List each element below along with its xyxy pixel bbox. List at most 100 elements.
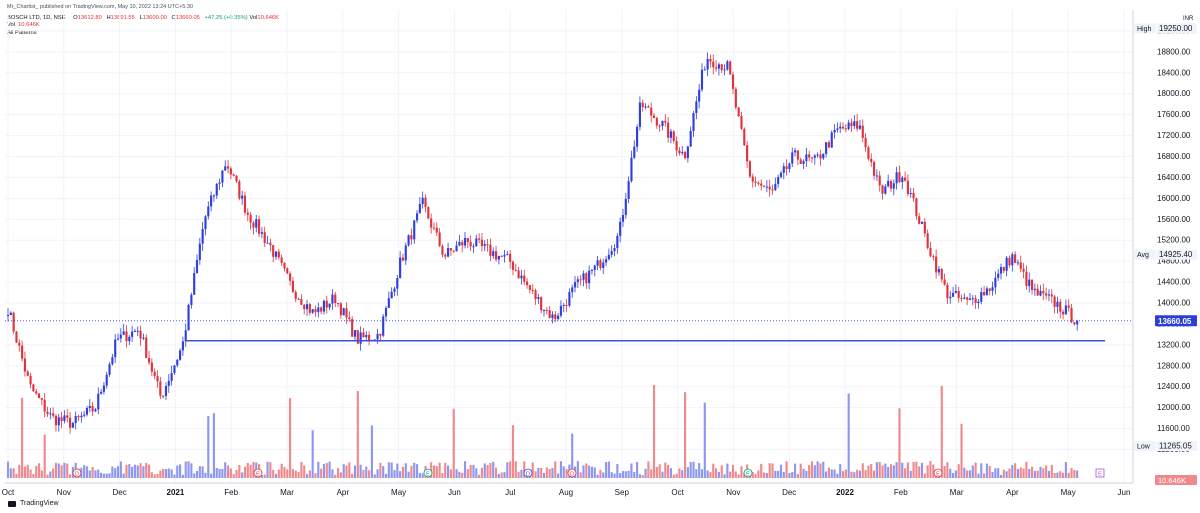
volume-bar: [1064, 462, 1067, 478]
candle-body: [652, 115, 656, 119]
volume-bar: [864, 470, 867, 478]
x-tick-label: Mar: [280, 488, 294, 497]
volume-bar: [740, 466, 743, 478]
candle-body: [765, 186, 768, 188]
candle-body: [723, 69, 726, 71]
candle-body: [681, 151, 684, 154]
candle-body: [348, 317, 351, 319]
volume-bar: [173, 474, 176, 478]
volume-bar: [932, 464, 935, 478]
x-tick-label: Feb: [894, 488, 908, 497]
event-marker-label: D: [526, 472, 530, 478]
volume-bar: [579, 472, 582, 478]
y-tick-label: 12000.00: [1157, 403, 1191, 412]
volume-bar: [351, 473, 354, 478]
candle-body: [289, 273, 292, 281]
candle-body: [523, 275, 526, 282]
volume-bar: [887, 466, 890, 478]
y-tick-label: 16800.00: [1157, 152, 1191, 161]
candle-body: [892, 183, 895, 189]
candle-body: [49, 413, 52, 415]
candle-body: [18, 342, 21, 346]
candle-body: [221, 170, 224, 183]
volume-bar: [289, 398, 292, 478]
candle-body: [114, 339, 117, 358]
candle-body: [850, 122, 853, 127]
candle-body: [187, 304, 190, 331]
candle-body: [528, 285, 531, 290]
candle-body: [909, 192, 912, 194]
volume-bar: [432, 465, 436, 478]
candle-body: [887, 180, 890, 187]
candle-body: [822, 153, 825, 159]
volume-bar: [909, 470, 912, 478]
volume-bar: [475, 468, 478, 478]
volume-bar: [210, 473, 213, 478]
candle-body: [771, 189, 774, 191]
candle-body: [297, 298, 300, 300]
volume-bar: [636, 462, 639, 478]
volume-bar: [1025, 461, 1028, 478]
volume-bar: [960, 423, 963, 478]
volume-bar: [805, 470, 808, 478]
candle-body: [54, 415, 58, 426]
candle-body: [511, 261, 515, 270]
candle-body: [461, 241, 464, 246]
volume-bar: [991, 471, 994, 478]
volume-bar: [438, 462, 441, 478]
x-tick-label: May: [391, 488, 406, 497]
candle-body: [1064, 305, 1067, 315]
candle-body: [489, 244, 492, 256]
candle-body: [791, 152, 794, 164]
y-tick-label: 14400.00: [1157, 278, 1191, 287]
volume-bar: [83, 465, 86, 478]
volume-bar: [980, 463, 983, 478]
candle-body: [9, 312, 12, 316]
volume-bar: [836, 473, 839, 478]
y-tick-label: 18400.00: [1157, 68, 1191, 77]
axis-marker-value: 11265.05: [1159, 442, 1192, 451]
symbol-name[interactable]: BOSCH LTD, 1D, NSE: [7, 15, 66, 21]
volume-bar: [1033, 470, 1036, 478]
volume-bar: [655, 466, 658, 478]
volume-bar: [215, 467, 218, 478]
candle-body: [585, 273, 588, 284]
candle-body: [678, 150, 681, 154]
volume-bar: [421, 473, 424, 478]
volume-bar: [384, 473, 388, 478]
event-marker-label: D: [75, 472, 79, 478]
event-marker: [423, 468, 433, 478]
volume-bar: [229, 468, 232, 478]
volume-bar: [844, 469, 847, 478]
tradingview-brand: TradingView: [20, 500, 59, 507]
candle-body: [957, 290, 960, 298]
patterns-legend[interactable]: All Patterns: [7, 30, 37, 36]
candle-body: [647, 106, 650, 108]
candle-body: [26, 371, 29, 376]
candle-body: [1016, 262, 1020, 264]
candle-body: [300, 299, 303, 305]
volume-bar: [18, 464, 21, 478]
volume-bar: [946, 462, 949, 478]
volume-bar: [918, 466, 921, 478]
x-tick-label: 2022: [836, 488, 854, 497]
candle-body: [252, 222, 255, 228]
volume-bar: [884, 463, 887, 478]
event-marker: [72, 468, 82, 478]
volume-bar: [700, 469, 704, 478]
volume-bar: [737, 474, 740, 478]
volume-bar: [511, 425, 515, 478]
volume-bar: [494, 467, 498, 478]
candle-body: [167, 380, 170, 386]
candle-body: [588, 270, 591, 284]
y-tick-label: 17600.00: [1157, 110, 1191, 119]
candle-body: [136, 330, 139, 332]
volume-bar: [872, 470, 876, 478]
candle-body: [35, 391, 38, 394]
volume-bar: [52, 468, 55, 478]
volume-bar: [813, 465, 816, 478]
candle-body: [145, 337, 148, 359]
volume-bar: [91, 467, 94, 478]
volume-bar: [387, 462, 390, 478]
